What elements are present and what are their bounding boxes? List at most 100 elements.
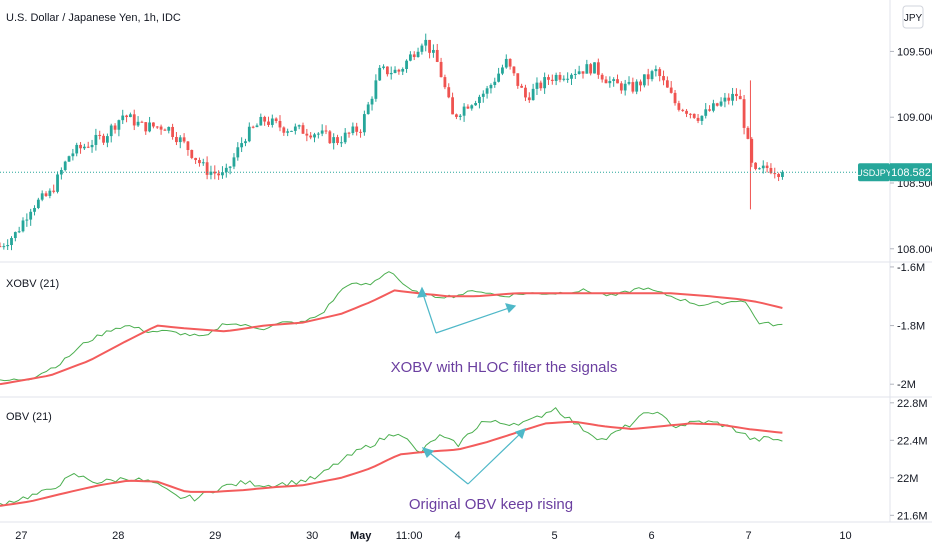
candle-body xyxy=(738,96,742,100)
candle-body xyxy=(370,98,374,105)
candle-body xyxy=(94,134,98,145)
candle-body xyxy=(201,162,205,164)
candle-body xyxy=(493,81,497,86)
candle-body xyxy=(247,126,251,142)
candle-body xyxy=(121,115,125,121)
candle-body xyxy=(501,67,504,74)
candle-body xyxy=(765,165,769,168)
candle-body xyxy=(205,162,209,175)
time-axis: 27 28 29 30 May 11:00 4 5 6 7 10 xyxy=(15,530,851,542)
xobv-axis-ticks: -1.6M -1.8M -2M xyxy=(890,262,925,391)
candle-body xyxy=(439,61,443,78)
candle-body xyxy=(761,165,765,169)
time-axis-label: 29 xyxy=(209,530,221,542)
candle-body xyxy=(10,238,13,246)
price-axis-tick-label: 109.500 xyxy=(897,46,932,58)
candle-body xyxy=(401,68,405,72)
obv-axis-ticks: 22.8M 22.4M 22M 21.6M xyxy=(890,398,928,522)
candle-body xyxy=(781,172,784,177)
candle-body xyxy=(719,101,723,106)
candle-body xyxy=(742,99,746,128)
candle-body xyxy=(608,80,612,84)
candle-body xyxy=(305,133,309,136)
candle-body xyxy=(535,82,539,89)
candle-body xyxy=(109,125,113,137)
candle-body xyxy=(758,168,761,170)
xobv-pane-title: XOBV (21) xyxy=(6,278,59,290)
candle-body xyxy=(731,93,734,101)
candle-body xyxy=(585,64,589,74)
candle-body xyxy=(458,115,462,117)
candle-body xyxy=(708,109,711,111)
candle-body xyxy=(497,73,501,82)
candle-body xyxy=(105,136,109,143)
candle-body xyxy=(129,114,132,118)
candle-body xyxy=(428,39,431,53)
xobv-arrow-left-head xyxy=(417,286,427,298)
candle-body xyxy=(616,79,619,84)
candle-body xyxy=(543,77,547,89)
candle-body xyxy=(374,80,378,99)
obv-arrow-left xyxy=(425,449,469,485)
candle-body xyxy=(343,132,347,143)
candle-body xyxy=(240,143,244,148)
candle-body xyxy=(470,105,474,109)
candle-body xyxy=(715,103,719,106)
candle-body xyxy=(263,116,267,122)
price-axis-tick-label: 109.000 xyxy=(897,112,932,124)
candle-body xyxy=(102,135,105,143)
candle-body xyxy=(589,64,593,74)
candle-body xyxy=(186,141,190,150)
candle-body xyxy=(581,71,585,74)
obv-ma-line xyxy=(0,420,783,507)
candle-body xyxy=(412,54,416,58)
candle-body xyxy=(424,39,428,46)
candle-body xyxy=(293,126,297,131)
candle-body xyxy=(190,149,194,158)
candle-body xyxy=(646,74,650,80)
candle-body xyxy=(727,97,731,101)
last-price-symbol-box xyxy=(858,163,890,182)
last-price-value: 108.582 xyxy=(891,167,931,179)
candle-body xyxy=(704,109,708,116)
candle-body xyxy=(125,115,128,118)
obv-pane-title: OBV (21) xyxy=(6,411,52,423)
obv-line xyxy=(0,407,783,506)
candle-body xyxy=(723,97,727,102)
candle-body xyxy=(244,141,247,144)
candle-body xyxy=(504,58,508,68)
candle-body xyxy=(355,126,359,132)
candle-body xyxy=(554,74,558,81)
obv-axis-tick-label: 21.6M xyxy=(897,510,928,522)
candle-body xyxy=(175,136,178,143)
candle-body xyxy=(566,78,570,80)
last-price-marker: USDJPY 108.582 xyxy=(0,163,932,182)
candle-body xyxy=(677,103,681,110)
price-candles xyxy=(0,33,784,251)
candle-body xyxy=(362,114,366,133)
candle-body xyxy=(673,92,677,104)
currency-badge[interactable]: JPY xyxy=(902,5,924,29)
obv-annotation-arrows xyxy=(421,428,526,485)
candle-body xyxy=(769,167,773,174)
candle-body xyxy=(278,120,282,128)
candle-body xyxy=(63,161,67,171)
xobv-axis-tick-label: -1.6M xyxy=(897,262,925,274)
obv-annotation: Original OBV keep rising xyxy=(409,496,573,513)
candle-body xyxy=(155,126,159,128)
candle-body xyxy=(531,88,535,101)
candle-body xyxy=(251,126,255,128)
candle-body xyxy=(577,71,581,74)
candle-body xyxy=(36,199,40,208)
candle-body xyxy=(547,77,550,80)
last-price-value-box xyxy=(890,163,932,182)
candle-body xyxy=(328,131,332,144)
candle-body xyxy=(117,120,121,130)
candle-body xyxy=(171,126,174,137)
obv-axis-tick-label: 22.8M xyxy=(897,398,928,410)
candle-body xyxy=(40,193,44,200)
candle-body xyxy=(194,157,198,161)
obv-arrow-right-head xyxy=(514,428,526,440)
candle-body xyxy=(163,129,167,131)
